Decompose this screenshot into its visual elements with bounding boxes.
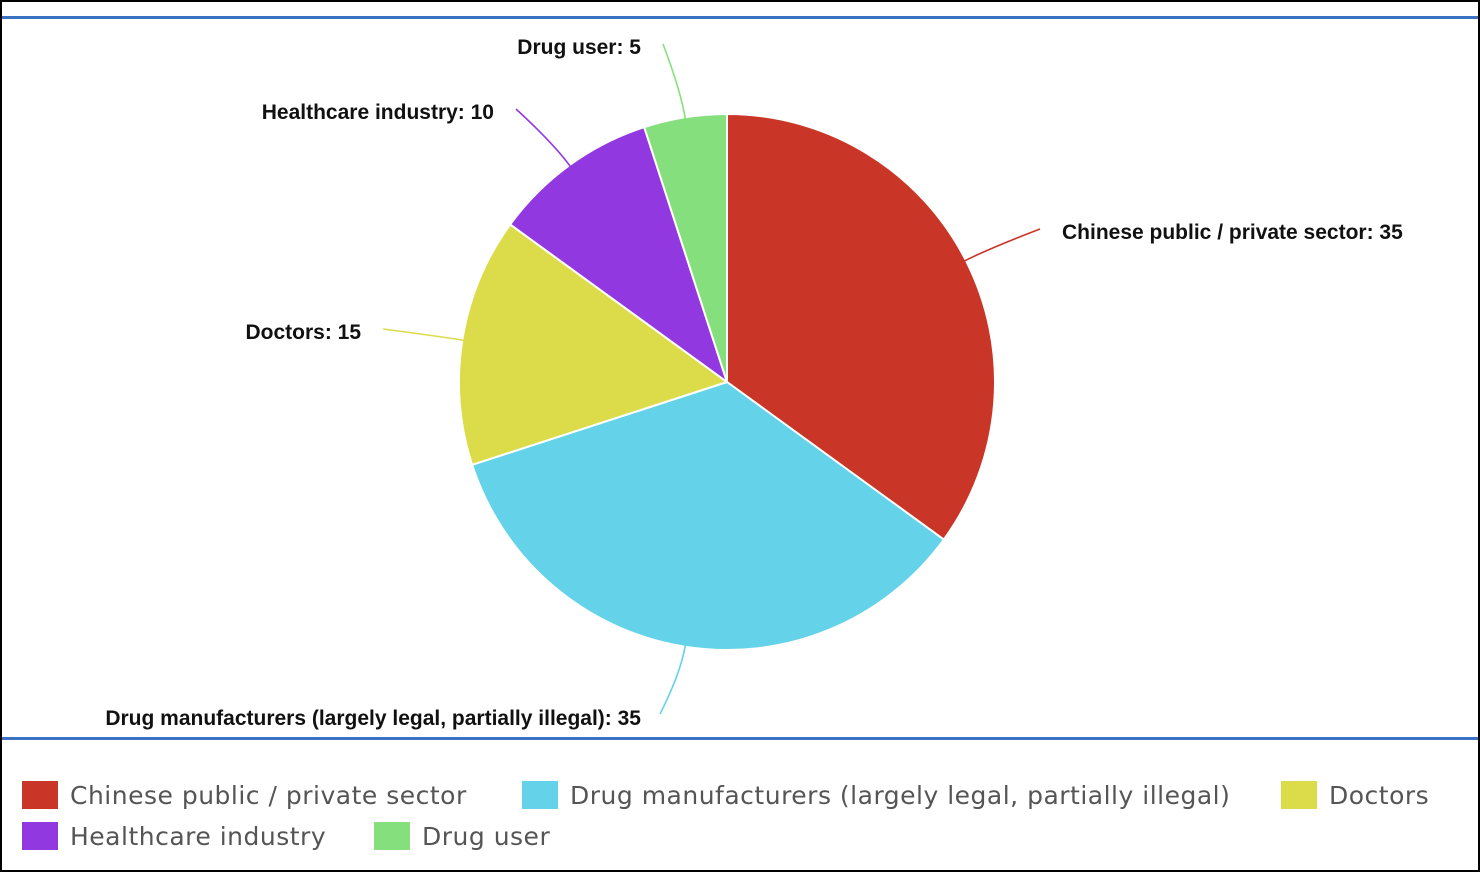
label-connector-drug-manufacturers [659, 644, 687, 715]
label-connector-drug-user [662, 43, 687, 120]
legend-label-drug-manufacturers: Drug manufacturers (largely legal, parti… [570, 780, 1231, 810]
slice-label-drug-manufacturers: Drug manufacturers (largely legal, parti… [105, 707, 641, 730]
legend-label-healthcare-industry: Healthcare industry [70, 821, 327, 851]
legend-swatch-doctors [1281, 781, 1317, 809]
pie-chart: Chinese public / private sector: 35 Drug… [105, 36, 1403, 730]
label-connectors [382, 43, 1041, 715]
top-divider [2, 16, 1478, 19]
legend-swatch-drug-user [374, 822, 410, 850]
legend-item-drug-user[interactable]: Drug user [374, 821, 550, 851]
slice-labels: Chinese public / private sector: 35 Drug… [105, 36, 1403, 730]
legend-swatch-healthcare-industry [22, 822, 58, 850]
legend-swatch-chinese-sector [22, 781, 58, 809]
label-connector-chinese-sector [963, 228, 1041, 262]
chart-legend: Chinese public / private sector Drug man… [0, 740, 1480, 870]
slice-label-healthcare-industry: Healthcare industry: 10 [262, 101, 494, 124]
legend-item-chinese-sector[interactable]: Chinese public / private sector [22, 780, 467, 810]
slice-label-chinese-sector: Chinese public / private sector: 35 [1062, 221, 1403, 244]
pie-slices [458, 113, 996, 651]
label-connector-healthcare-industry [515, 108, 572, 168]
legend-label-chinese-sector: Chinese public / private sector [70, 780, 467, 810]
legend-swatch-drug-manufacturers [522, 781, 558, 809]
legend-divider [2, 737, 1478, 740]
legend-item-doctors[interactable]: Doctors [1281, 780, 1429, 810]
slice-label-drug-user: Drug user: 5 [517, 36, 641, 59]
legend-item-healthcare-industry[interactable]: Healthcare industry [22, 821, 326, 851]
legend-label-doctors: Doctors [1329, 780, 1430, 810]
legend-label-drug-user: Drug user [422, 821, 551, 851]
label-connector-doctors [382, 328, 465, 342]
slice-label-doctors: Doctors: 15 [245, 321, 361, 344]
legend-item-drug-manufacturers[interactable]: Drug manufacturers (largely legal, parti… [522, 780, 1230, 810]
